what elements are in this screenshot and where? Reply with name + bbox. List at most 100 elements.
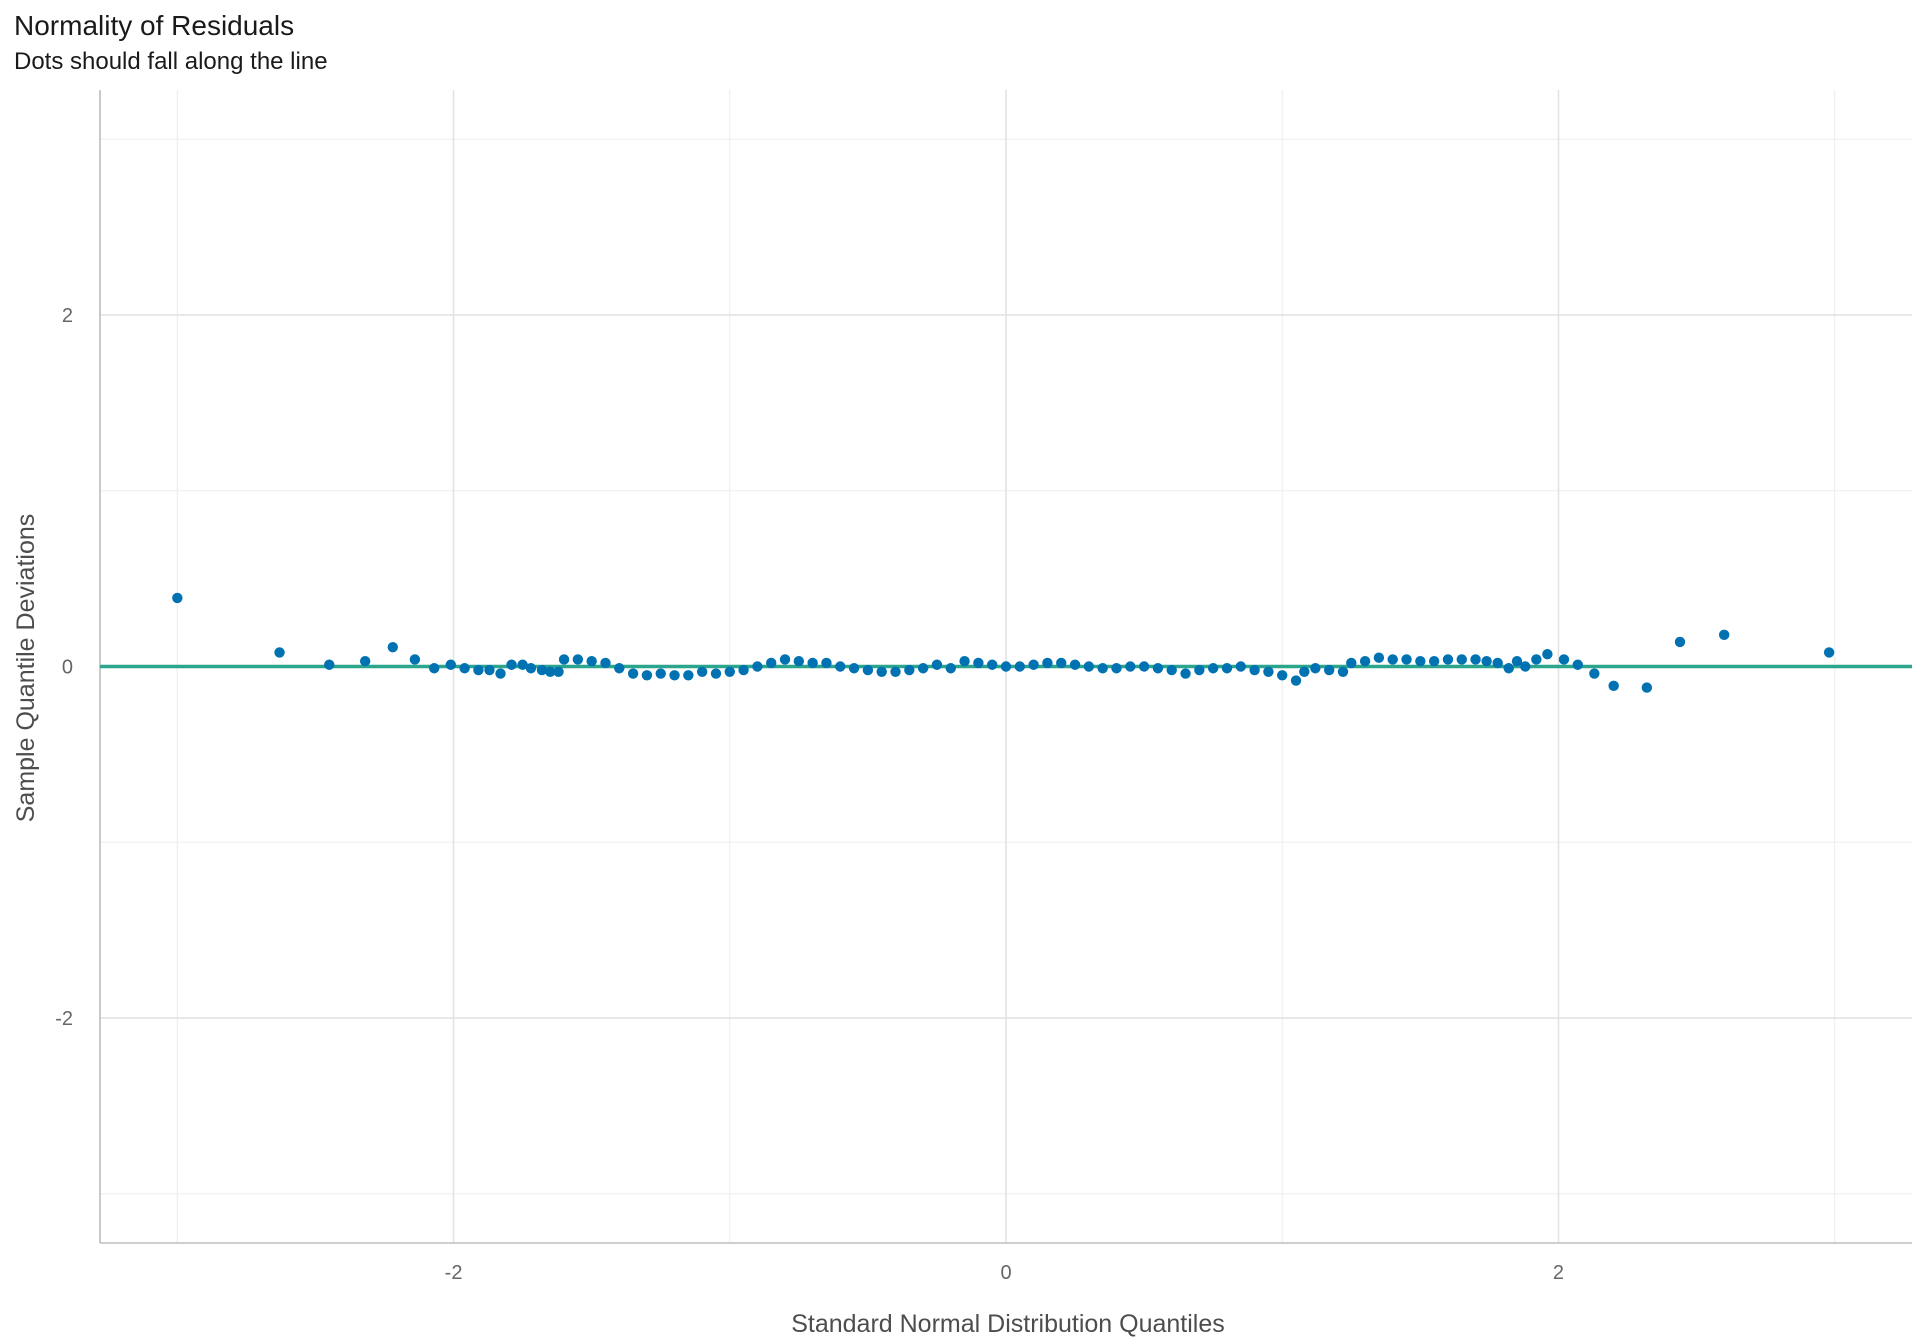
data-point <box>1028 659 1039 670</box>
data-point <box>1000 661 1012 672</box>
data-point <box>1823 647 1835 658</box>
data-point <box>890 666 901 677</box>
data-point <box>904 664 915 676</box>
y-tick-label: 2 <box>62 305 73 327</box>
data-point <box>779 654 791 665</box>
data-point <box>274 647 285 658</box>
data-point <box>324 659 335 670</box>
data-point <box>429 663 440 674</box>
data-point <box>600 657 611 669</box>
y-tick-label: -2 <box>55 1008 73 1030</box>
data-point <box>1180 668 1191 679</box>
data-point <box>683 670 694 681</box>
data-point <box>359 656 371 667</box>
data-point <box>1718 629 1730 641</box>
data-point <box>1166 664 1177 676</box>
data-point <box>1299 666 1310 677</box>
data-point <box>848 663 860 674</box>
data-point <box>1589 668 1600 679</box>
data-point <box>172 592 183 604</box>
data-point <box>973 657 984 669</box>
data-point <box>1359 656 1371 667</box>
data-point <box>1138 661 1150 672</box>
data-point <box>1111 663 1122 674</box>
data-point <box>1310 663 1321 674</box>
data-point <box>1520 661 1531 672</box>
x-tick-label: -2 <box>445 1262 463 1284</box>
data-point <box>445 659 456 670</box>
data-point <box>536 664 548 676</box>
data-point <box>1641 682 1653 693</box>
data-point <box>862 664 874 676</box>
data-point <box>1249 664 1260 676</box>
data-point <box>1511 656 1523 667</box>
data-point <box>1277 670 1288 681</box>
x-tick-labels: -2 0 2 <box>445 1262 1564 1284</box>
data-point <box>710 668 722 679</box>
data-point <box>614 663 625 674</box>
data-point <box>1207 663 1219 674</box>
x-tick-label: 2 <box>1553 1262 1564 1284</box>
data-point <box>1069 659 1081 670</box>
data-point <box>506 659 517 670</box>
data-point <box>1442 654 1454 665</box>
data-point <box>1428 656 1440 667</box>
data-point <box>752 661 763 672</box>
data-point <box>627 668 639 679</box>
data-point <box>1014 661 1026 672</box>
data-point <box>1503 663 1514 674</box>
chart-title: Normality of Residuals <box>14 10 295 41</box>
data-point <box>1290 675 1302 686</box>
data-point <box>696 666 708 677</box>
data-point <box>1056 657 1067 669</box>
data-point <box>986 659 998 670</box>
data-point <box>641 670 653 681</box>
data-point <box>495 668 506 679</box>
data-point <box>821 657 832 669</box>
data-point <box>517 659 528 670</box>
data-point <box>545 666 556 677</box>
y-axis-title: Sample Quantile Deviations <box>12 514 40 823</box>
data-point <box>1323 664 1335 676</box>
data-point <box>1608 680 1619 692</box>
data-point <box>459 663 470 674</box>
data-point <box>1558 654 1570 665</box>
x-axis-title: Standard Normal Distribution Quantiles <box>791 1310 1225 1338</box>
data-point <box>1572 659 1583 670</box>
data-point <box>1235 661 1246 672</box>
y-tick-label: 0 <box>62 657 73 679</box>
data-point <box>917 663 929 674</box>
data-point <box>931 659 943 670</box>
data-point <box>558 654 570 665</box>
data-point <box>1125 661 1136 672</box>
data-point <box>1337 666 1349 677</box>
data-point <box>1492 657 1503 669</box>
data-points <box>172 592 1835 693</box>
data-point <box>807 657 818 669</box>
data-point <box>1263 666 1274 677</box>
chart-subtitle: Dots should fall along the line <box>14 48 328 75</box>
data-point <box>1083 661 1095 672</box>
data-point <box>1373 652 1385 663</box>
data-point <box>1481 656 1492 667</box>
data-point <box>1152 663 1164 674</box>
data-point <box>959 656 970 667</box>
data-point <box>1674 636 1686 648</box>
data-point <box>387 641 398 653</box>
data-point <box>572 654 584 665</box>
data-point <box>553 666 564 677</box>
data-point <box>766 657 777 669</box>
data-point <box>1531 654 1542 665</box>
data-point <box>586 656 597 667</box>
data-point <box>1542 648 1553 660</box>
data-point <box>1470 654 1481 665</box>
data-point <box>793 656 805 667</box>
y-tick-labels: -2 0 2 <box>55 305 73 1030</box>
data-point <box>1346 657 1357 669</box>
data-point <box>876 666 887 677</box>
data-point <box>655 668 666 679</box>
data-point <box>945 663 956 674</box>
data-point <box>835 661 846 672</box>
data-point <box>724 666 735 677</box>
